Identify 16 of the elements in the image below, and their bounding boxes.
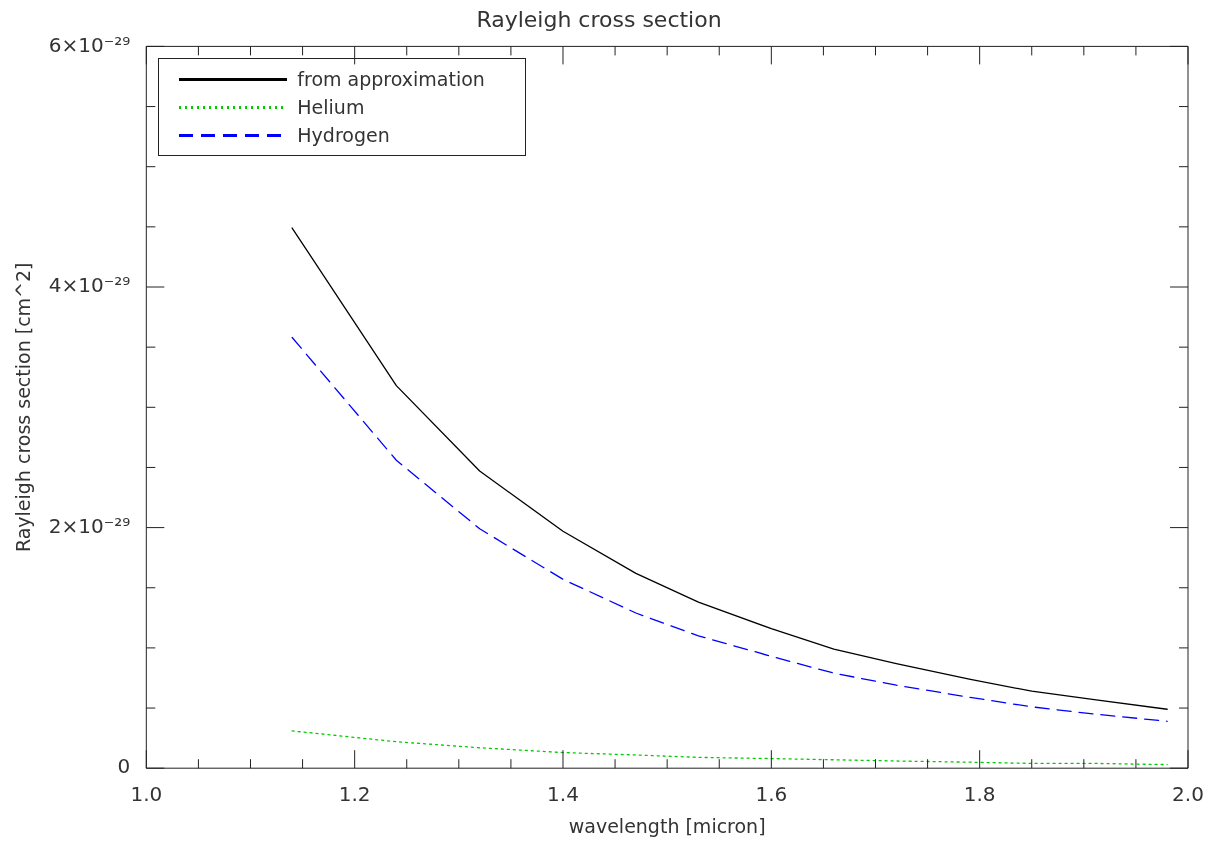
x-axis-title: wavelength [micron] xyxy=(568,814,766,837)
legend-label: Helium xyxy=(297,96,365,119)
y-axis-title: Rayleigh cross section [cm^2] xyxy=(12,262,35,553)
x-tick-label: 1.2 xyxy=(338,782,371,807)
y-tick-label: 2×10⁻²⁹ xyxy=(48,513,131,538)
legend-label: from approximation xyxy=(297,68,485,91)
y-tick-label: 4×10⁻²⁹ xyxy=(48,273,131,298)
x-tick-label: 1.4 xyxy=(547,782,579,807)
chart-title: Rayleigh cross section xyxy=(476,6,722,32)
x-tick-label: 1.8 xyxy=(963,782,996,807)
x-tick-label: 1.0 xyxy=(130,782,163,807)
legend-label: Hydrogen xyxy=(297,124,390,147)
x-tick-label: 2.0 xyxy=(1172,782,1204,807)
y-tick-label: 0 xyxy=(117,754,131,779)
y-tick-label: 6×10⁻²⁹ xyxy=(48,32,131,57)
x-tick-label: 1.6 xyxy=(755,782,788,807)
